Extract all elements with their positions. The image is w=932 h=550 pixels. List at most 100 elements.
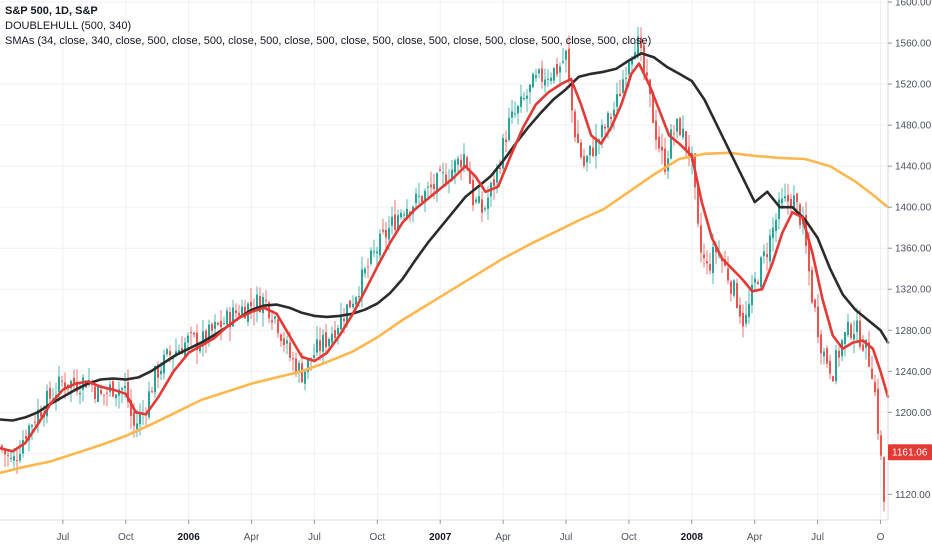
- y-tick-label: 1200.00: [895, 408, 932, 419]
- candle-body: [508, 117, 510, 141]
- candle-body: [343, 318, 345, 322]
- candle-body: [616, 94, 618, 107]
- smas-indicator-label[interactable]: SMAs (34, close, 340, close, 500, close,…: [5, 35, 652, 47]
- candle-body: [331, 333, 333, 343]
- candle-body: [64, 382, 66, 389]
- symbol-title[interactable]: S&P 500, 1D, S&P: [5, 5, 98, 17]
- candle-body: [226, 310, 228, 325]
- last-price-label: 1161.06: [892, 448, 928, 459]
- candle-body: [607, 112, 609, 128]
- candle-body: [883, 457, 885, 502]
- candle-body: [364, 268, 366, 274]
- candle-body: [811, 270, 813, 303]
- candle-body: [235, 310, 237, 314]
- candle-body: [79, 392, 81, 395]
- candle-body: [418, 195, 420, 197]
- candle-body: [754, 278, 756, 283]
- candle-body: [34, 421, 36, 423]
- candle-body: [523, 98, 525, 100]
- candle-body: [115, 394, 117, 398]
- y-tick-label: 1440.00: [895, 162, 932, 173]
- candle-body: [757, 281, 759, 285]
- candle-body: [388, 227, 390, 240]
- candle-body: [61, 380, 63, 382]
- candle-body: [169, 351, 171, 356]
- candle-body: [265, 299, 267, 301]
- candle-body: [22, 439, 24, 454]
- candle-body: [829, 360, 831, 374]
- candle-body: [322, 334, 324, 352]
- candle-body: [466, 157, 468, 169]
- candle-body: [481, 199, 483, 213]
- candle-body: [328, 339, 330, 347]
- candle-body: [571, 81, 573, 111]
- candle-body: [298, 363, 300, 373]
- candle-body: [703, 254, 705, 258]
- candle-body: [208, 324, 210, 343]
- candle-body: [46, 390, 48, 417]
- candle-body: [547, 78, 549, 80]
- candle-body: [484, 208, 486, 210]
- candle-body: [511, 111, 513, 118]
- candle-body: [133, 412, 135, 426]
- candle-body: [49, 387, 51, 399]
- candle-body: [658, 136, 660, 149]
- candle-body: [532, 73, 534, 88]
- candle-body: [736, 283, 738, 308]
- candle-body: [283, 338, 285, 346]
- candle-body: [217, 322, 219, 325]
- candle-body: [619, 93, 621, 97]
- candle-body: [715, 246, 717, 253]
- candle-body: [514, 113, 516, 115]
- candle-body: [382, 229, 384, 232]
- y-tick-label: 1320.00: [895, 285, 932, 296]
- candle-body: [286, 340, 288, 344]
- candle-body: [76, 381, 78, 392]
- candle-body: [271, 320, 273, 323]
- candle-body: [682, 128, 684, 138]
- doublehull-indicator-label[interactable]: DOUBLEHULL (500, 340): [5, 20, 132, 32]
- x-tick-label: Jul: [560, 532, 573, 543]
- x-tick-label: Oct: [621, 532, 637, 543]
- candle-body: [349, 300, 351, 308]
- x-tick-label: Apr: [495, 532, 511, 543]
- candle-body: [397, 215, 399, 231]
- candle-body: [355, 297, 357, 305]
- candle-body: [610, 116, 612, 119]
- candle-body: [157, 364, 159, 378]
- candle-body: [652, 91, 654, 123]
- candle-body: [10, 457, 12, 459]
- candle-body: [13, 456, 15, 461]
- candle-body: [121, 388, 123, 391]
- candle-body: [556, 64, 558, 75]
- x-tick-label: Jul: [308, 532, 321, 543]
- candle-body: [496, 166, 498, 183]
- candle-body: [439, 169, 441, 171]
- candle-body: [394, 214, 396, 230]
- candle-body: [457, 158, 459, 165]
- candle-body: [613, 109, 615, 117]
- candle-body: [301, 363, 303, 383]
- y-tick-label: 1280.00: [895, 326, 932, 337]
- x-tick-label: 2008: [681, 532, 704, 543]
- candle-body: [445, 174, 447, 185]
- candle-body: [781, 198, 783, 204]
- candle-body: [850, 324, 852, 338]
- candle-body: [28, 425, 30, 441]
- candle-body: [415, 193, 417, 204]
- candle-body: [673, 133, 675, 135]
- candle-body: [787, 195, 789, 202]
- candle-body: [319, 340, 321, 351]
- candle-body: [526, 95, 528, 99]
- candle-body: [793, 195, 795, 211]
- candle-body: [823, 351, 825, 357]
- candle-body: [451, 169, 453, 181]
- x-tick-label: Apr: [244, 532, 260, 543]
- candle-body: [334, 329, 336, 338]
- candle-body: [307, 358, 309, 373]
- candle-body: [748, 303, 750, 318]
- y-tick-label: 1120.00: [895, 490, 931, 501]
- candle-body: [4, 449, 6, 455]
